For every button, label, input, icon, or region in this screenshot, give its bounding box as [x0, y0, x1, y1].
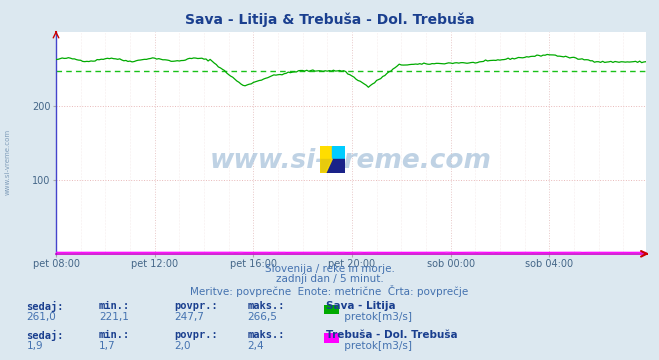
Polygon shape: [320, 159, 345, 173]
Polygon shape: [332, 146, 345, 159]
Text: zadnji dan / 5 minut.: zadnji dan / 5 minut.: [275, 274, 384, 284]
Text: Sava - Litija: Sava - Litija: [326, 301, 396, 311]
Polygon shape: [320, 146, 332, 159]
Text: www.si-vreme.com: www.si-vreme.com: [5, 129, 11, 195]
Text: Sava - Litija & Trebuša - Dol. Trebuša: Sava - Litija & Trebuša - Dol. Trebuša: [185, 13, 474, 27]
Text: sedaj:: sedaj:: [26, 330, 64, 341]
Text: 2,4: 2,4: [247, 341, 264, 351]
Text: pretok[m3/s]: pretok[m3/s]: [341, 312, 413, 322]
Text: www.si-vreme.com: www.si-vreme.com: [210, 148, 492, 174]
Text: povpr.:: povpr.:: [175, 301, 218, 311]
Text: Meritve: povprečne  Enote: metrične  Črta: povprečje: Meritve: povprečne Enote: metrične Črta:…: [190, 285, 469, 297]
Text: pretok[m3/s]: pretok[m3/s]: [341, 341, 413, 351]
Polygon shape: [320, 146, 332, 173]
Text: min.:: min.:: [99, 330, 130, 340]
Text: 261,0: 261,0: [26, 312, 56, 322]
Text: 1,9: 1,9: [26, 341, 43, 351]
Text: Trebuša - Dol. Trebuša: Trebuša - Dol. Trebuša: [326, 330, 458, 340]
Text: 247,7: 247,7: [175, 312, 204, 322]
Text: 266,5: 266,5: [247, 312, 277, 322]
Text: 1,7: 1,7: [99, 341, 115, 351]
Text: maks.:: maks.:: [247, 301, 285, 311]
Text: min.:: min.:: [99, 301, 130, 311]
Text: maks.:: maks.:: [247, 330, 285, 340]
Text: 2,0: 2,0: [175, 341, 191, 351]
Text: povpr.:: povpr.:: [175, 330, 218, 340]
Text: 221,1: 221,1: [99, 312, 129, 322]
Text: Slovenija / reke in morje.: Slovenija / reke in morje.: [264, 264, 395, 274]
Text: sedaj:: sedaj:: [26, 301, 64, 312]
